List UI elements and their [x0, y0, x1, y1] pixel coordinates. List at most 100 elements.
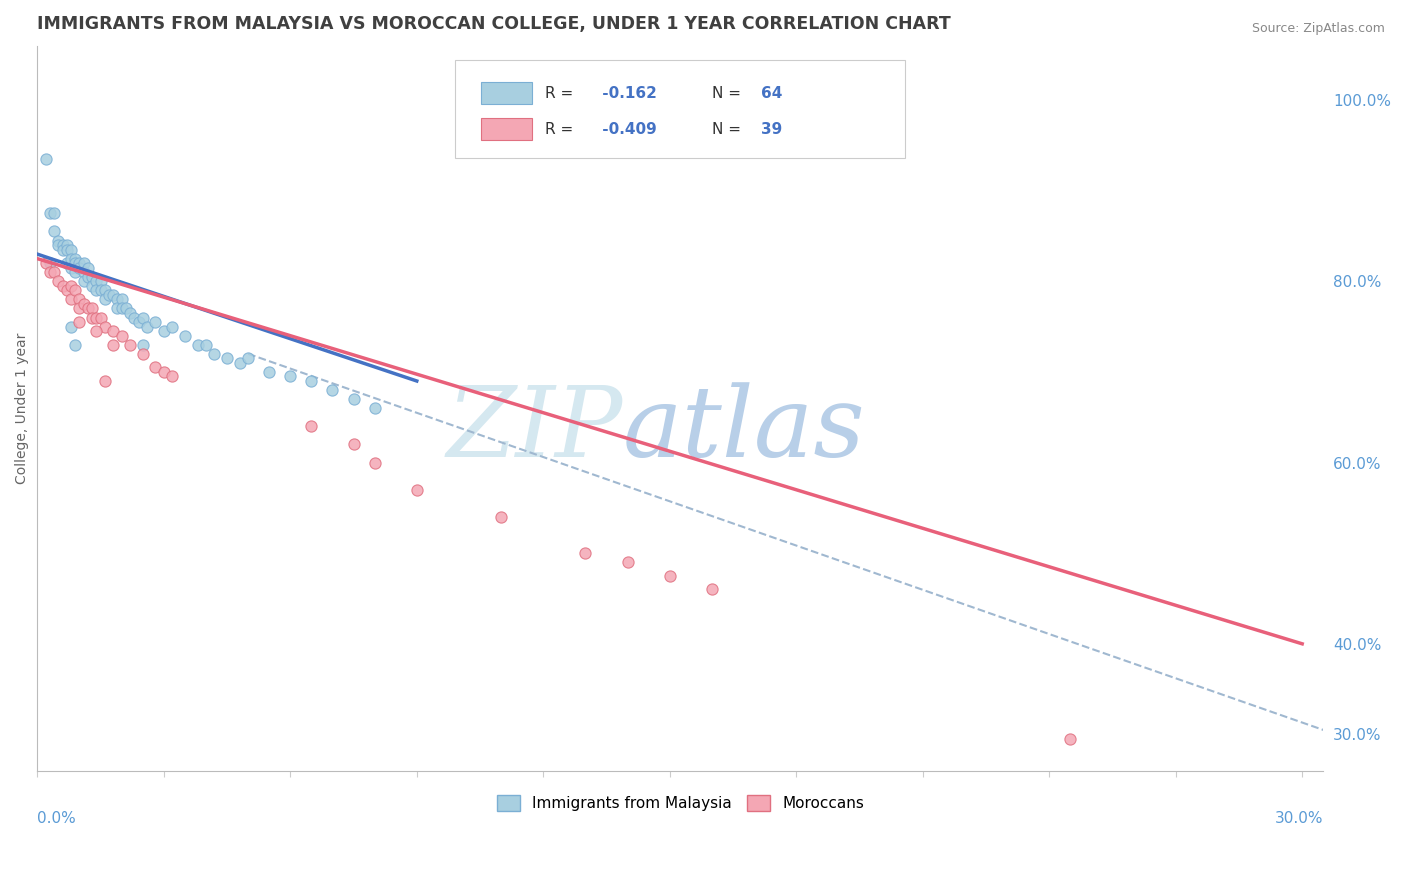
Point [187, 337, 209, 351]
Point [69, 293, 91, 307]
Point [153, 324, 176, 338]
Point [700, 582, 723, 597]
Point [77, 269, 100, 284]
Point [60, 243, 83, 257]
Point [65, 256, 87, 270]
Point [69, 315, 91, 329]
Text: IMMIGRANTS FROM MALAYSIA VS MOROCCAN COLLEGE, UNDER 1 YEAR CORRELATION CHART: IMMIGRANTS FROM MALAYSIA VS MOROCCAN COL… [38, 15, 950, 33]
Point [52, 238, 75, 252]
Point [94, 293, 117, 307]
Point [128, 315, 150, 329]
Y-axis label: College, Under 1 year: College, Under 1 year [15, 333, 30, 483]
Point [60, 293, 83, 307]
Point [82, 301, 104, 316]
Point [103, 337, 125, 351]
Point [107, 293, 129, 307]
Point [236, 351, 259, 366]
Point [1059, 731, 1081, 746]
Point [82, 278, 104, 293]
Point [363, 401, 385, 416]
Point [111, 293, 134, 307]
Point [60, 252, 83, 266]
Point [90, 274, 112, 288]
Point [65, 284, 87, 298]
Point [103, 288, 125, 302]
Point [363, 456, 385, 470]
Point [56, 238, 79, 252]
Point [145, 360, 167, 375]
Point [69, 301, 91, 316]
Point [60, 278, 83, 293]
Point [132, 310, 155, 325]
Point [174, 328, 197, 343]
Point [658, 569, 681, 583]
Point [489, 510, 512, 524]
Point [90, 284, 112, 298]
Point [82, 310, 104, 325]
Point [145, 315, 167, 329]
Text: R =: R = [546, 86, 578, 101]
Point [162, 369, 184, 384]
Point [94, 284, 117, 298]
Text: N =: N = [713, 86, 747, 101]
Point [98, 288, 121, 302]
Point [65, 265, 87, 279]
Text: Source: ZipAtlas.com: Source: ZipAtlas.com [1251, 22, 1385, 36]
Point [69, 256, 91, 270]
Point [405, 483, 427, 497]
Point [44, 206, 66, 220]
FancyBboxPatch shape [481, 82, 533, 103]
FancyBboxPatch shape [481, 118, 533, 140]
Point [56, 243, 79, 257]
Point [120, 337, 142, 351]
Point [52, 278, 75, 293]
Text: -0.409: -0.409 [596, 122, 657, 137]
Point [107, 301, 129, 316]
Point [120, 306, 142, 320]
Text: N =: N = [713, 122, 747, 137]
Point [162, 319, 184, 334]
Point [278, 369, 301, 384]
Point [39, 206, 62, 220]
Point [195, 337, 218, 351]
Point [103, 324, 125, 338]
Text: 30.0%: 30.0% [1275, 811, 1323, 826]
Point [39, 256, 62, 270]
Point [56, 256, 79, 270]
Point [115, 301, 138, 316]
Point [77, 260, 100, 275]
Point [342, 437, 364, 451]
Point [90, 310, 112, 325]
Point [616, 555, 638, 569]
Point [44, 224, 66, 238]
Text: 0.0%: 0.0% [38, 811, 76, 826]
Point [299, 374, 322, 388]
Point [94, 319, 117, 334]
Point [60, 319, 83, 334]
Point [44, 265, 66, 279]
Point [86, 274, 108, 288]
Point [132, 347, 155, 361]
Point [48, 234, 70, 248]
Point [48, 274, 70, 288]
Point [132, 337, 155, 351]
Text: atlas: atlas [623, 383, 865, 477]
Point [60, 260, 83, 275]
Text: 39: 39 [761, 122, 783, 137]
Point [228, 356, 250, 370]
Point [215, 351, 238, 366]
Point [111, 301, 134, 316]
Point [111, 328, 134, 343]
Point [86, 284, 108, 298]
Point [35, 256, 58, 270]
Point [202, 347, 225, 361]
Point [321, 383, 343, 397]
Text: -0.162: -0.162 [596, 86, 657, 101]
Point [342, 392, 364, 406]
Point [56, 284, 79, 298]
Point [574, 546, 596, 560]
Text: ZIP: ZIP [446, 383, 623, 477]
Point [124, 310, 146, 325]
Point [82, 269, 104, 284]
Point [77, 301, 100, 316]
